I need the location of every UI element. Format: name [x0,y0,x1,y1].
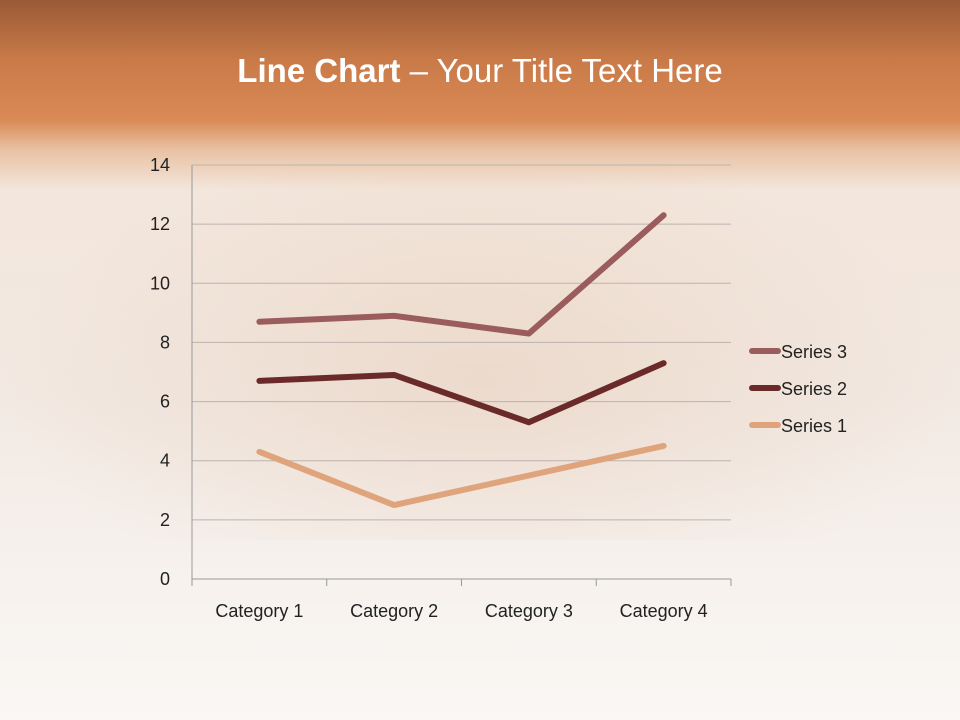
y-tick-label: 2 [160,510,170,530]
y-tick-label: 10 [150,273,170,293]
x-tick-label: Category 1 [215,601,303,621]
legend-label: Series 3 [781,342,847,362]
y-tick-label: 14 [150,155,170,175]
y-tick-label: 12 [150,214,170,234]
y-tick-label: 8 [160,332,170,352]
legend-label: Series 1 [781,416,847,436]
slide-title: Line Chart – Your Title Text Here [0,52,960,90]
background-photo [0,140,960,540]
title-bold: Line Chart [237,52,401,89]
series-line-3 [256,212,667,337]
y-tick-label: 6 [160,392,170,412]
series-line-2 [256,360,667,426]
title-rest: – Your Title Text Here [400,52,723,89]
x-tick-label: Category 4 [620,601,708,621]
series-line-1 [256,442,667,509]
x-tick-label: Category 2 [350,601,438,621]
y-tick-label: 4 [160,451,170,471]
legend-label: Series 2 [781,379,847,399]
x-tick-label: Category 3 [485,601,573,621]
y-tick-label: 0 [160,569,170,589]
